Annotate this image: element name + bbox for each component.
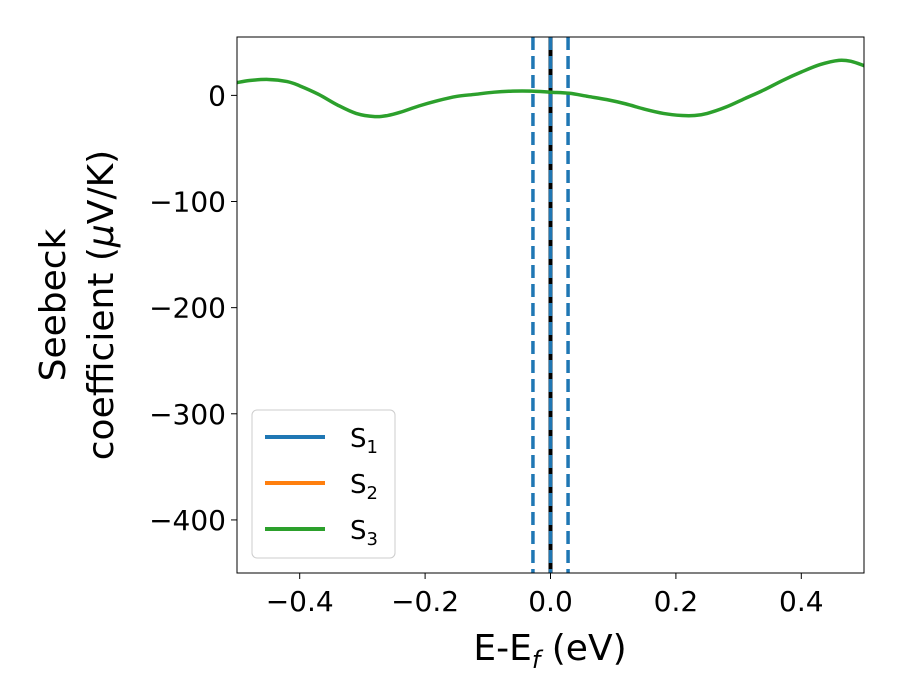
legend-label-s3: S3 xyxy=(350,516,378,550)
x-tick-label: 0.0 xyxy=(528,585,573,618)
x-tick-label: −0.2 xyxy=(391,585,459,618)
legend-label-s2: S2 xyxy=(350,470,378,504)
series-lines xyxy=(237,58,864,119)
x-axis-label: E-Ef (eV) xyxy=(473,628,626,674)
y-axis-label: Seebeck coefficient (μV/K) xyxy=(33,150,122,460)
y-axis-ticks: 0 −100 −200 −300 −400 xyxy=(149,79,237,537)
x-tick-label: −0.4 xyxy=(266,585,334,618)
x-axis-ticks: −0.4 −0.2 0.0 0.2 0.4 xyxy=(266,573,824,618)
y-tick-label: −400 xyxy=(149,504,226,537)
series-line-s3 xyxy=(237,58,864,119)
legend: S1 S2 S3 xyxy=(251,409,396,559)
y-axis-label-line1: Seebeck xyxy=(33,228,74,381)
legend-label-s1: S1 xyxy=(350,424,378,458)
y-tick-label: −100 xyxy=(149,186,226,219)
x-tick-label: 0.4 xyxy=(779,585,824,618)
y-tick-label: 0 xyxy=(208,79,226,112)
vertical-reference-lines xyxy=(531,37,570,573)
y-axis-label-line2: coefficient (μV/K) xyxy=(81,150,122,460)
x-tick-label: 0.2 xyxy=(654,585,699,618)
y-tick-label: −300 xyxy=(149,398,226,431)
y-tick-label: −200 xyxy=(149,292,226,325)
